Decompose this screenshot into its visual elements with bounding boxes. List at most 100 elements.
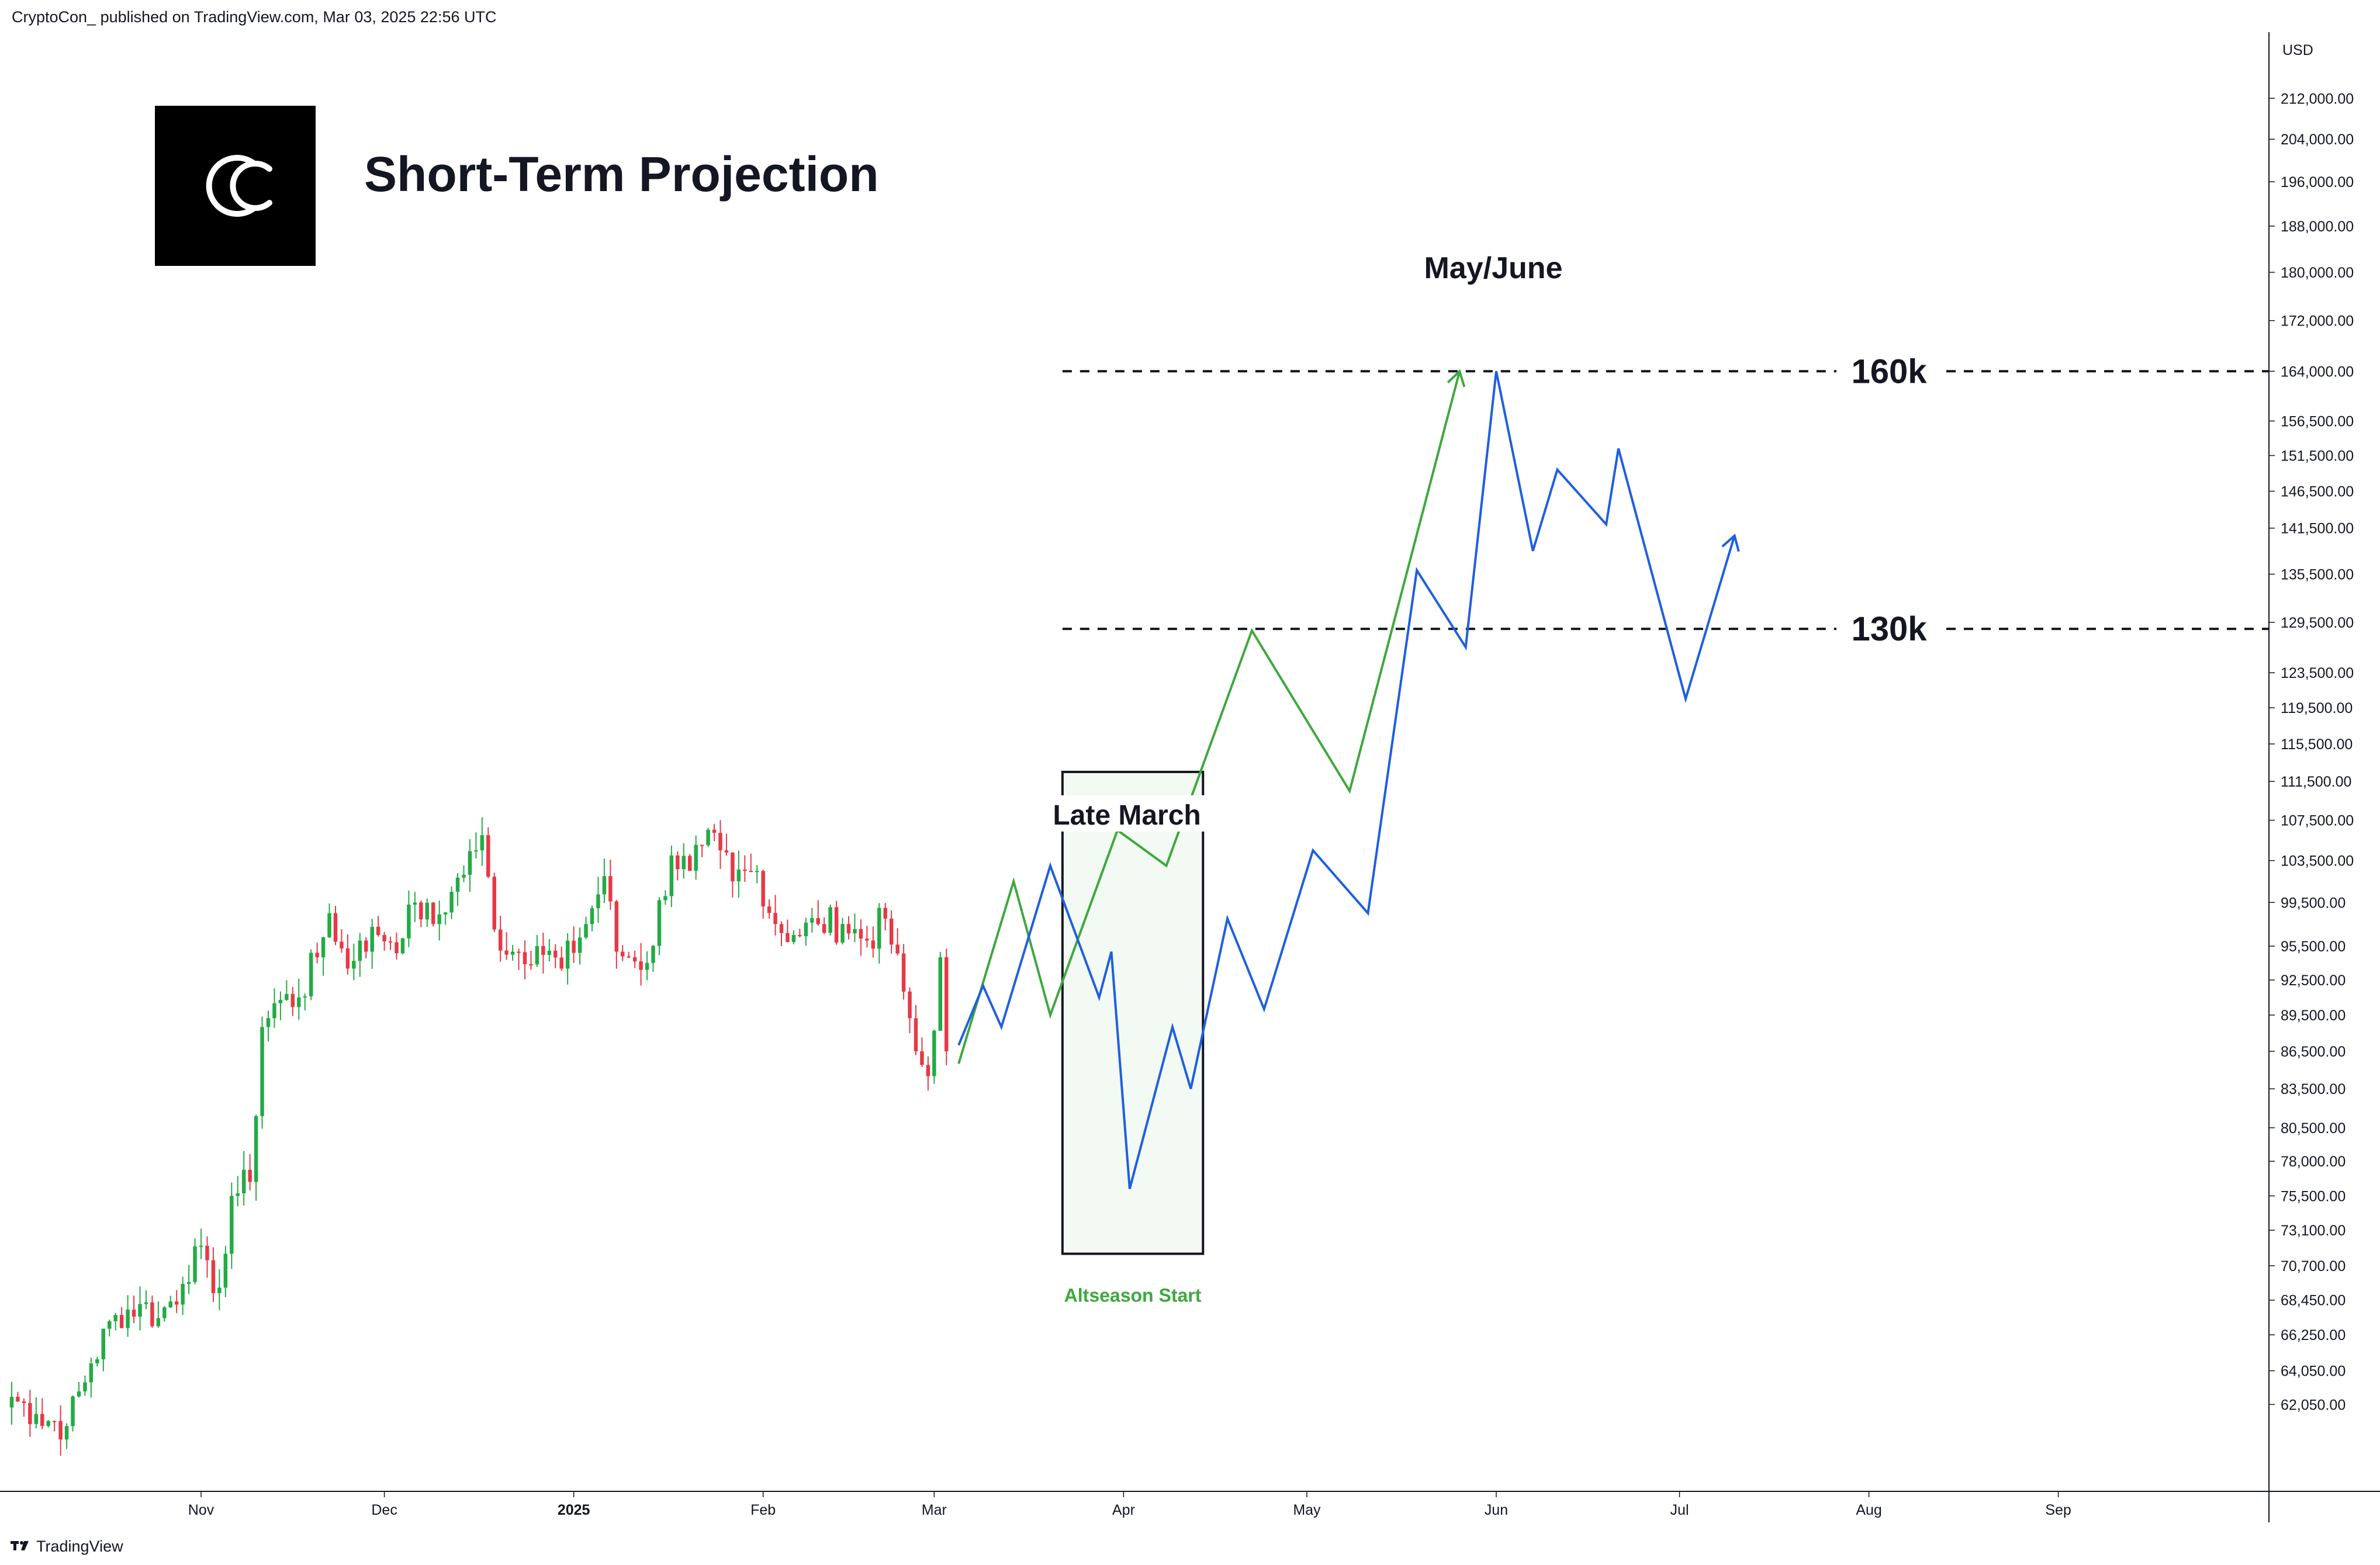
y-tick-label: 92,500.00 [2281,972,2346,989]
y-tick-label: 103,500.00 [2281,853,2354,870]
candle-body [462,874,466,878]
candle-body [639,961,643,970]
y-tick-label: 66,250.00 [2281,1327,2346,1344]
chart-labels: Late March Altseason Start May/June [1053,251,1562,1306]
x-tick-label: Nov [188,1502,215,1518]
candle-body [676,855,680,870]
candle-body [529,964,533,965]
cryptocon-cc-logo-icon [155,106,316,266]
y-tick-label: 196,000.00 [2281,174,2354,191]
candle-body [413,902,417,905]
candle-body [437,914,441,925]
candle-body [773,913,777,925]
candle-body [107,1321,112,1329]
candle-body [895,944,900,954]
candle-body [627,956,631,958]
candle-body [712,829,717,833]
candle-body [577,937,582,953]
x-tick-label: May [1293,1502,1321,1518]
y-tick-label: 135,500.00 [2281,567,2354,583]
candle-body [290,993,295,1007]
candle-body [126,1309,130,1328]
candle-body [455,877,460,892]
chart-axes: 212,000.00 204,000.00 196,000.00 188,000.00… [0,32,2380,1522]
candle-body [223,1254,228,1288]
y-tick-label: 172,000.00 [2281,313,2354,330]
candle-body [486,835,490,877]
published-line: CryptoCon_ published on TradingView.com,… [12,8,497,26]
candle-body [687,856,692,871]
candle-body [834,907,839,943]
candle-body [883,908,887,919]
candle-body [315,953,319,958]
candle-body [217,1287,222,1293]
y-tick-label: 86,500.00 [2281,1044,2346,1060]
y-tick-label: 64,050.00 [2281,1363,2346,1380]
candle-body [541,946,545,955]
candle-body [278,1000,283,1003]
candle-body [871,940,876,949]
x-tick-label: Dec [371,1502,397,1518]
green-projection-path [957,371,1461,1064]
candle-body [938,957,943,1031]
candle-body [297,997,301,1007]
tradingview-brand[interactable]: TradingView [11,1537,123,1556]
candle-body [694,844,698,871]
y-tick-label: 70,700.00 [2281,1258,2346,1275]
candle-body [804,922,808,937]
candle-body [272,1003,276,1019]
candle-body [64,1426,69,1440]
candle-body [791,934,796,942]
y-tick-label: 62,050.00 [2281,1397,2346,1413]
candle-body [449,892,454,913]
candle-body [853,929,857,934]
candle-body [132,1309,136,1317]
candle-body [101,1328,106,1359]
candle-body [614,901,619,952]
candle-body [657,900,662,946]
candle-body [46,1421,50,1426]
candle-body [517,951,521,953]
level-label: 130k [1851,610,1927,648]
candle-body [632,957,637,962]
candle-body [706,829,710,846]
candle-body [364,940,368,952]
candle-body [474,850,478,852]
currency-label: USD [2282,42,2313,58]
x-tick-label: Sep [2045,1502,2071,1518]
candle-body [645,962,649,970]
candle-body [382,934,386,941]
candle-body [608,876,613,902]
candle-body [9,1397,14,1408]
candle-body [230,1196,234,1254]
y-tick-label: 180,000.00 [2281,265,2354,281]
y-tick-label: 107,500.00 [2281,813,2354,829]
candle-body [376,926,380,935]
candle-body [28,1403,32,1424]
price-levels: 160k 130k [1062,352,2269,648]
candle-body [944,957,949,1051]
candle-body [590,908,594,925]
y-tick-label: 95,500.00 [2281,939,2346,955]
candle-body [407,905,411,939]
candle-body [468,851,472,875]
candle-body [877,908,881,949]
candle-body [584,924,588,938]
candle-body [211,1260,216,1293]
candle-body [669,855,674,896]
x-tick-label: Mar [922,1502,947,1518]
y-tick-label: 119,500.00 [2281,700,2353,716]
candle-body [248,1169,252,1182]
candle-body [370,926,374,952]
candle-body [535,946,539,965]
candle-body [260,1027,264,1116]
candle-body [425,902,430,920]
altseason-start-label: Altseason Start [1064,1284,1202,1306]
candle-body [419,902,423,920]
candle-body [559,957,563,969]
candle-body [193,1246,197,1282]
candle-body [596,894,600,909]
y-tick-label: 83,500.00 [2281,1081,2346,1097]
candle-body [786,933,790,942]
